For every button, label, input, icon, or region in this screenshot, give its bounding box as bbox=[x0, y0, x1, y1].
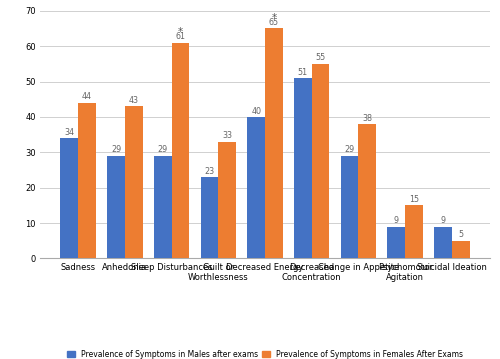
Bar bbox=[265, 28, 282, 258]
Text: 43: 43 bbox=[129, 96, 139, 105]
Text: 51: 51 bbox=[298, 67, 308, 76]
Text: 9: 9 bbox=[394, 216, 399, 225]
Text: 38: 38 bbox=[362, 113, 372, 122]
Text: *: * bbox=[178, 27, 183, 37]
Bar bbox=[434, 227, 452, 258]
Text: 5: 5 bbox=[458, 230, 463, 239]
Bar bbox=[218, 142, 236, 258]
Text: 65: 65 bbox=[269, 18, 279, 27]
Bar bbox=[200, 177, 218, 258]
Text: 61: 61 bbox=[176, 32, 186, 41]
Bar bbox=[340, 156, 358, 258]
Text: 40: 40 bbox=[251, 107, 261, 116]
Bar bbox=[60, 138, 78, 258]
Bar bbox=[154, 156, 172, 258]
Text: 23: 23 bbox=[204, 167, 214, 176]
Bar bbox=[312, 64, 330, 258]
Text: 9: 9 bbox=[440, 216, 446, 225]
Bar bbox=[78, 103, 96, 258]
Text: 34: 34 bbox=[64, 128, 74, 137]
Text: 15: 15 bbox=[409, 195, 419, 204]
Text: 44: 44 bbox=[82, 92, 92, 101]
Bar bbox=[294, 78, 312, 258]
Legend: Prevalence of Symptoms in Males after exams, Prevalence of Symptoms in Females A: Prevalence of Symptoms in Males after ex… bbox=[67, 350, 463, 359]
Text: *: * bbox=[272, 13, 276, 23]
Bar bbox=[107, 156, 125, 258]
Text: 29: 29 bbox=[111, 145, 121, 154]
Text: 29: 29 bbox=[158, 145, 168, 154]
Bar bbox=[172, 43, 190, 258]
Text: 29: 29 bbox=[344, 145, 354, 154]
Bar bbox=[358, 124, 376, 258]
Bar bbox=[405, 205, 423, 258]
Text: 33: 33 bbox=[222, 131, 232, 140]
Bar bbox=[388, 227, 405, 258]
Text: 55: 55 bbox=[316, 53, 326, 62]
Bar bbox=[248, 117, 265, 258]
Bar bbox=[452, 241, 469, 258]
Bar bbox=[125, 106, 142, 258]
